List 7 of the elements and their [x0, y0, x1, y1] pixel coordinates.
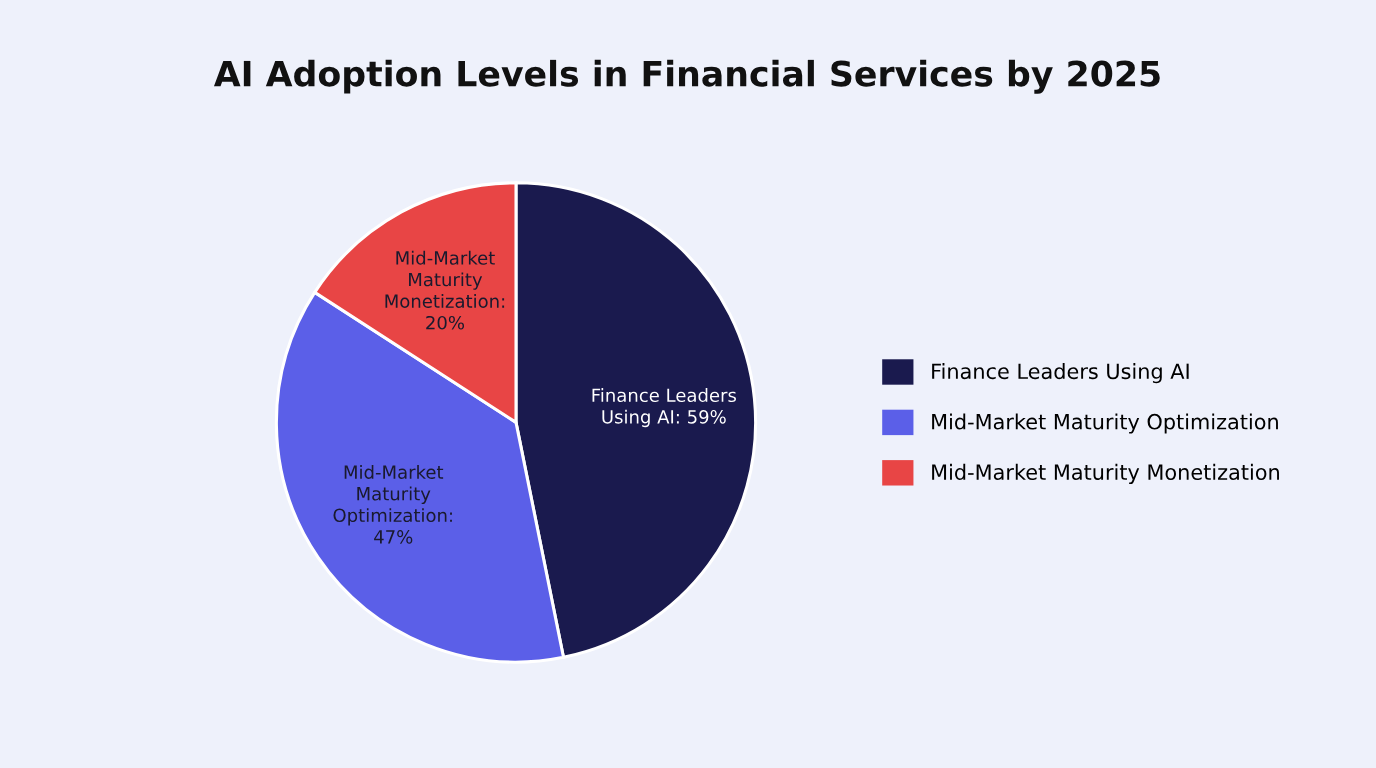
- legend-label: Mid-Market Maturity Optimization: [932, 413, 1278, 434]
- data-label: Finance Leaders Using AI: 59%: [592, 388, 737, 428]
- legend-label: Finance Leaders Using AI: [932, 363, 1189, 384]
- legend-label: Mid-Market Maturity Monetization: [932, 463, 1279, 485]
- data-label: Mid-Market Maturity Optimization: 47%: [333, 464, 452, 544]
- data-label: Mid-Market Maturity Monetization: 20%: [385, 250, 505, 330]
- chart-title: AI Adoption Levels in Financial Services by 2025: [213, 59, 1160, 94]
